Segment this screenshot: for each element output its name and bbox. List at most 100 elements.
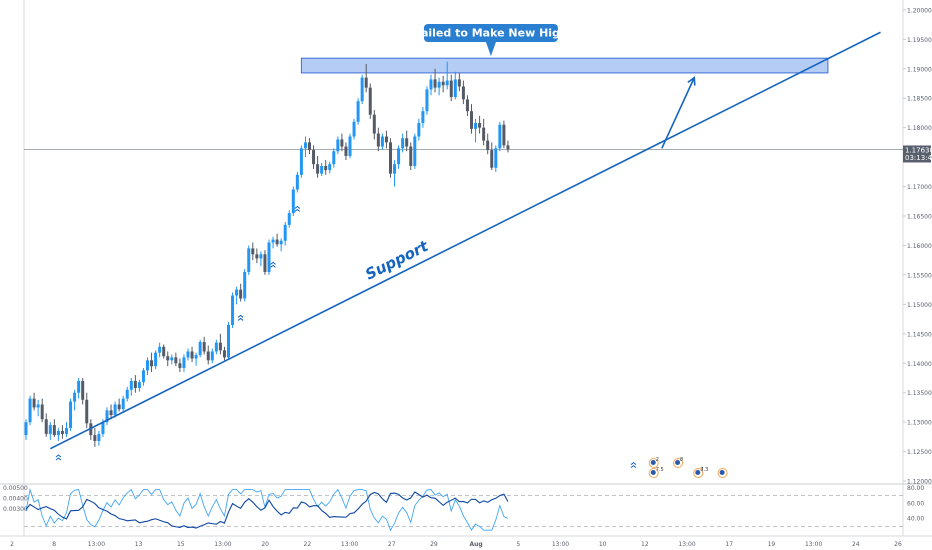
event-marker-flag <box>695 470 701 475</box>
candle-body <box>202 342 206 352</box>
candle-body <box>445 80 449 86</box>
candle-body <box>405 138 409 147</box>
candle-body <box>316 164 320 174</box>
candle-body <box>263 254 267 272</box>
bar-countdown: 03:13:43 <box>905 154 932 162</box>
candle-body <box>36 404 40 408</box>
candle-body <box>218 342 222 351</box>
candle-body <box>150 360 154 367</box>
candle-body <box>255 254 259 259</box>
candle-body <box>186 351 190 358</box>
candle-body <box>109 410 113 416</box>
candle-body <box>303 142 307 149</box>
osc-atr-line <box>25 491 509 529</box>
candle-body <box>40 404 44 420</box>
candle-body <box>162 346 166 357</box>
candle-body <box>312 150 316 165</box>
candle-body <box>178 363 182 368</box>
candle-body <box>85 399 89 424</box>
candle-body <box>360 77 364 102</box>
candle-body <box>60 430 64 434</box>
candle-body <box>129 380 133 390</box>
event-marker-flag <box>650 470 656 475</box>
time-tick-label: Aug <box>469 541 482 548</box>
price-tick-label: 1.14500 <box>907 331 932 338</box>
candle-body <box>158 346 162 353</box>
candle-body <box>141 370 145 383</box>
time-tick-label: 12 <box>641 541 649 548</box>
candle-body <box>251 248 255 255</box>
candle-body <box>117 404 121 410</box>
candle-body <box>457 79 461 87</box>
time-tick-label: 24 <box>852 541 860 548</box>
support-touch-chevron <box>237 317 244 321</box>
candle-body <box>380 136 384 147</box>
candle-body <box>478 122 482 128</box>
candle-body <box>356 101 360 122</box>
candle-body <box>113 404 117 416</box>
candle-body <box>170 357 174 361</box>
event-marker-flag <box>650 460 656 465</box>
price-tick-label: 1.19500 <box>907 37 932 44</box>
candle-body <box>393 164 397 174</box>
candle-body <box>372 114 376 134</box>
candle-body <box>295 174 299 190</box>
support-line <box>49 31 881 450</box>
candle-body <box>389 142 392 174</box>
candle-body <box>166 356 170 361</box>
time-axis[interactable]: 2 8 13:00 13 15 13:00 20 22 13:00 27 29 Aug 5 13:00 10… <box>10 541 902 548</box>
candle-body <box>482 127 486 141</box>
event-marker-label: 8 <box>680 457 683 463</box>
osc-rsi-line <box>25 487 509 532</box>
price-tick-label: 1.16000 <box>907 243 932 250</box>
candle-body <box>470 111 473 129</box>
time-tick-label: 13:00 <box>552 541 569 548</box>
osc-right-tick: 40.00 <box>907 516 924 523</box>
event-marker-flag <box>719 470 725 475</box>
grid <box>0 0 932 537</box>
candle-body <box>52 425 56 436</box>
candle-body <box>105 410 109 423</box>
callout-text: Failed to Make New High <box>414 27 568 40</box>
candle-body <box>332 151 336 165</box>
candles <box>24 61 510 447</box>
price-tick-label: 1.12000 <box>907 479 932 486</box>
resistance-zone <box>300 57 829 74</box>
candle-body <box>324 165 328 171</box>
candle-body <box>182 357 186 368</box>
time-tick-label: 19 <box>768 541 776 548</box>
candle-body <box>214 342 218 352</box>
price-tick-label: 1.12500 <box>907 449 932 456</box>
candle-body <box>397 148 401 165</box>
event-marker-flag <box>675 460 681 465</box>
osc-left-tick: 0.00400 <box>3 496 28 503</box>
candle-body <box>368 87 372 115</box>
candle-body <box>56 430 60 436</box>
candle-body <box>279 240 283 245</box>
candle-body <box>413 136 417 166</box>
candle-body <box>97 433 101 442</box>
candle-body <box>206 351 210 361</box>
candle-body <box>198 342 202 356</box>
candle-body <box>28 398 32 423</box>
time-tick-label: 13 <box>135 541 143 548</box>
candle-body <box>227 324 230 358</box>
candle-body <box>32 398 36 408</box>
candle-body <box>465 99 469 112</box>
candle-body <box>425 89 429 112</box>
callout-tail <box>485 42 496 57</box>
candle-body <box>146 360 149 371</box>
candle-body <box>494 148 498 168</box>
candle-body <box>352 121 356 137</box>
candle-body <box>133 380 137 388</box>
candle-body <box>376 133 380 147</box>
price-axis[interactable]: 1.200001.195001.190001.185001.180001.175… <box>903 7 932 486</box>
time-tick-label: 20 <box>261 541 269 548</box>
candle-body <box>81 380 85 400</box>
time-tick-label: 13:00 <box>805 541 822 548</box>
candle-body <box>490 150 494 168</box>
candle-body <box>137 382 141 388</box>
candle-body <box>235 289 239 296</box>
